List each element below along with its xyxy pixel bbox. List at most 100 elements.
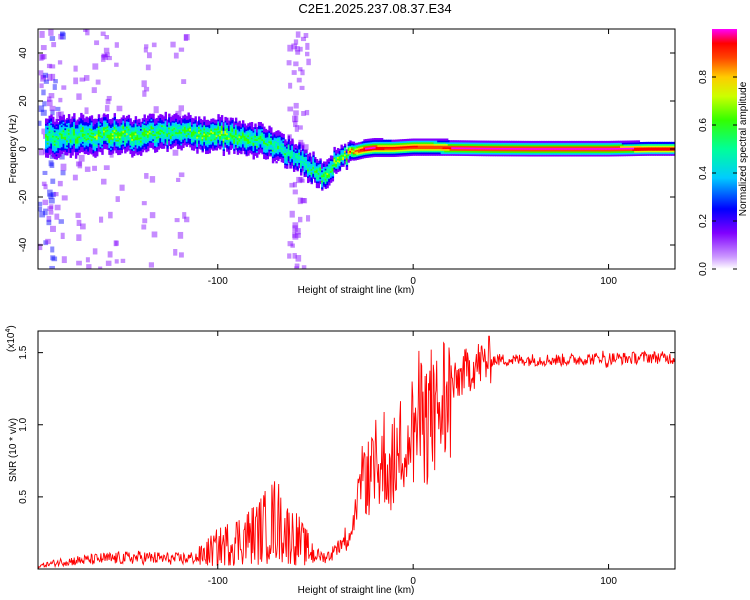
heatmap-cell: [201, 128, 204, 131]
heatmap-cell: [358, 152, 361, 155]
heatmap-cell: [530, 142, 533, 145]
heatmap-cell: [567, 149, 570, 152]
heatmap-cell: [410, 141, 414, 145]
heatmap-cell: [210, 118, 213, 122]
heatmap-cell: [148, 127, 152, 130]
heatmap-cell: [358, 154, 361, 157]
heatmap-cell: [249, 124, 252, 127]
heatmap-cell: [319, 171, 322, 175]
heatmap-cell: [257, 125, 261, 128]
heatmap-cell: [87, 124, 90, 127]
heatmap-cell: [495, 152, 498, 155]
heatmap-cell: [92, 137, 95, 140]
heatmap-cell: [141, 138, 145, 141]
heatmap-cell: [358, 155, 361, 158]
heatmap-cell: [368, 141, 371, 145]
heatmap-cell: [600, 152, 604, 155]
heatmap-cell: [145, 118, 148, 121]
heatmap-cell: [208, 151, 211, 154]
heatmap-cell: [583, 152, 586, 155]
heatmap-cell: [502, 152, 505, 155]
heatmap-cell: [92, 144, 95, 147]
heatmap-cell: [474, 140, 477, 143]
heatmap-cell: [250, 135, 254, 138]
heatmap-noise-cell: [58, 219, 64, 224]
heatmap-cell: [284, 147, 287, 150]
heatmap-cell: [213, 138, 217, 141]
heatmap-cell: [576, 145, 579, 149]
heatmap-cell: [67, 129, 71, 132]
heatmap-cell: [410, 153, 414, 156]
heatmap-cell: [60, 145, 64, 148]
heatmap-cell: [256, 147, 259, 150]
heatmap-cell: [558, 147, 561, 150]
heatmap-cell: [266, 141, 269, 145]
heatmap-cell: [120, 135, 124, 139]
heatmap-cell: [268, 132, 271, 135]
heatmap-cell: [614, 152, 618, 155]
heatmap-cell: [169, 133, 173, 136]
heatmap-cell: [264, 132, 268, 135]
heatmap-cell: [249, 139, 252, 142]
heatmap-cell: [67, 117, 71, 120]
heatmap-cell: [110, 139, 113, 142]
heatmap-cell: [349, 148, 352, 152]
heatmap-cell: [396, 146, 400, 149]
heatmap-cell: [366, 148, 370, 152]
heatmap-cell: [470, 150, 473, 153]
heatmap-cell: [192, 118, 196, 121]
heatmap-cell: [208, 144, 211, 147]
heatmap-cell: [511, 152, 514, 155]
heatmap-cell: [398, 154, 401, 157]
heatmap-cell: [240, 126, 243, 129]
heatmap-cell: [445, 153, 449, 156]
heatmap-cell: [162, 123, 166, 126]
heatmap-cell: [365, 149, 368, 152]
heatmap-cell: [83, 121, 87, 124]
heatmap-cell: [363, 154, 366, 157]
heatmap-cell: [168, 113, 171, 116]
heatmap-cell: [537, 150, 540, 154]
heatmap-cell: [576, 140, 579, 144]
heatmap-cell: [201, 140, 204, 143]
heatmap-cell: [322, 166, 326, 169]
heatmap-cell: [50, 136, 53, 139]
heatmap-cell: [298, 143, 301, 147]
heatmap-cell: [307, 179, 310, 182]
heatmap-cell: [256, 130, 259, 133]
heatmap-noise-cell: [48, 193, 54, 199]
heatmap-cell: [263, 146, 266, 149]
heatmap-cell: [569, 144, 572, 147]
heatmap-cell: [124, 131, 127, 134]
heatmap-cell: [85, 123, 88, 126]
heatmap-cell: [305, 151, 308, 154]
heatmap-cell: [190, 119, 194, 122]
heatmap-cell: [504, 152, 507, 155]
heatmap-cell: [164, 115, 167, 118]
heatmap-cell: [358, 148, 361, 152]
heatmap-cell: [134, 124, 138, 127]
heatmap-cell: [60, 151, 64, 154]
heatmap-cell: [141, 123, 145, 126]
heatmap-cell: [275, 157, 278, 160]
heatmap-cell: [614, 145, 618, 149]
heatmap-cell: [403, 144, 407, 147]
heatmap-cell: [46, 150, 50, 153]
heatmap-cell: [125, 117, 129, 120]
heatmap-noise-cell: [76, 260, 82, 266]
heatmap-noise-cell: [288, 82, 293, 89]
heatmap-cell: [131, 151, 134, 155]
heatmap-cell: [574, 152, 577, 155]
heatmap-cell: [67, 132, 71, 135]
heatmap-cell: [88, 126, 92, 129]
heatmap-noise-cell: [149, 176, 156, 183]
heatmap-cell: [268, 145, 271, 149]
heatmap-cell: [505, 154, 509, 157]
heatmap-cell: [157, 120, 160, 123]
heatmap-cell: [574, 149, 577, 152]
heatmap-cell: [169, 140, 173, 143]
heatmap-cell: [229, 125, 233, 129]
heatmap-cell: [212, 130, 215, 133]
heatmap-cell: [328, 176, 331, 179]
heatmap-cell: [118, 124, 122, 127]
